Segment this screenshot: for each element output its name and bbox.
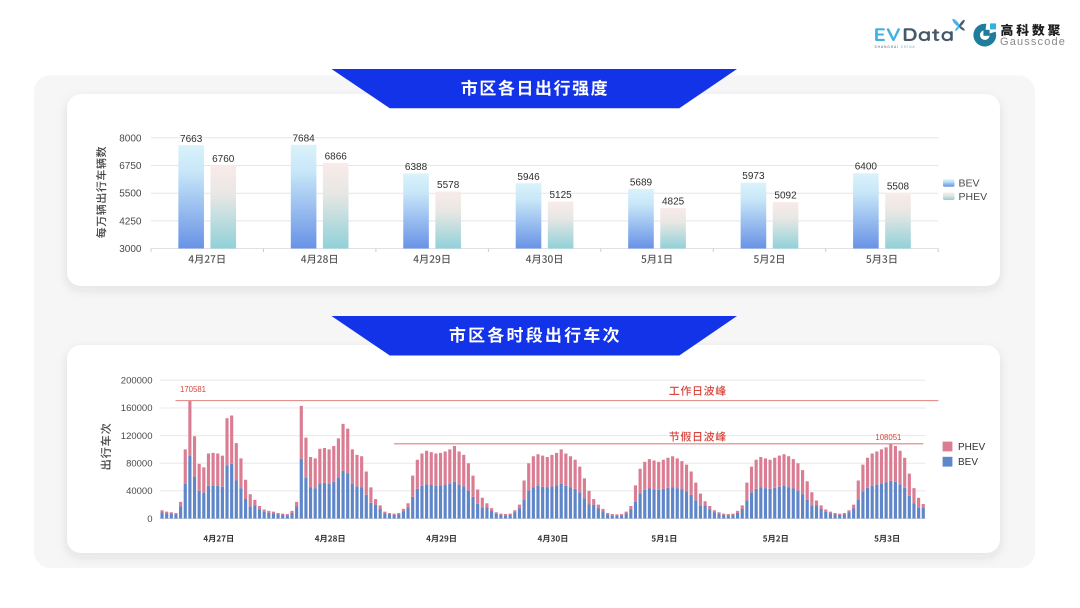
svg-text:170581: 170581 <box>180 385 206 394</box>
svg-text:5578: 5578 <box>437 180 460 191</box>
svg-text:7663: 7663 <box>180 134 203 145</box>
svg-text:6400: 6400 <box>855 162 878 173</box>
svg-text:PHEV: PHEV <box>958 442 986 453</box>
svg-text:200000: 200000 <box>121 376 153 387</box>
svg-text:6760: 6760 <box>212 154 235 165</box>
svg-text:40000: 40000 <box>126 486 152 497</box>
svg-text:120000: 120000 <box>121 431 153 442</box>
svg-text:8000: 8000 <box>119 133 142 144</box>
svg-text:80000: 80000 <box>126 459 152 470</box>
svg-text:5125: 5125 <box>549 190 572 201</box>
svg-text:6388: 6388 <box>405 162 428 173</box>
svg-text:5973: 5973 <box>742 171 765 182</box>
svg-text:4250: 4250 <box>119 216 142 227</box>
svg-text:PHEV: PHEV <box>959 191 988 203</box>
svg-text:5946: 5946 <box>517 172 540 183</box>
svg-text:5508: 5508 <box>887 181 910 192</box>
svg-text:108051: 108051 <box>875 433 901 442</box>
svg-text:3000: 3000 <box>119 244 142 255</box>
svg-text:6866: 6866 <box>325 151 348 162</box>
svg-text:BEV: BEV <box>958 457 978 468</box>
svg-text:160000: 160000 <box>121 403 153 414</box>
svg-text:Gausscode: Gausscode <box>1000 36 1066 48</box>
svg-text:6750: 6750 <box>119 161 142 172</box>
svg-text:0: 0 <box>147 514 152 525</box>
svg-text:7684: 7684 <box>292 133 315 144</box>
svg-text:SHANGHAI CHINA: SHANGHAI CHINA <box>875 45 916 49</box>
svg-text:BEV: BEV <box>959 178 980 190</box>
svg-text:5092: 5092 <box>774 191 797 202</box>
svg-text:4825: 4825 <box>662 197 685 208</box>
svg-text:5689: 5689 <box>630 177 653 188</box>
svg-text:5500: 5500 <box>119 189 142 200</box>
